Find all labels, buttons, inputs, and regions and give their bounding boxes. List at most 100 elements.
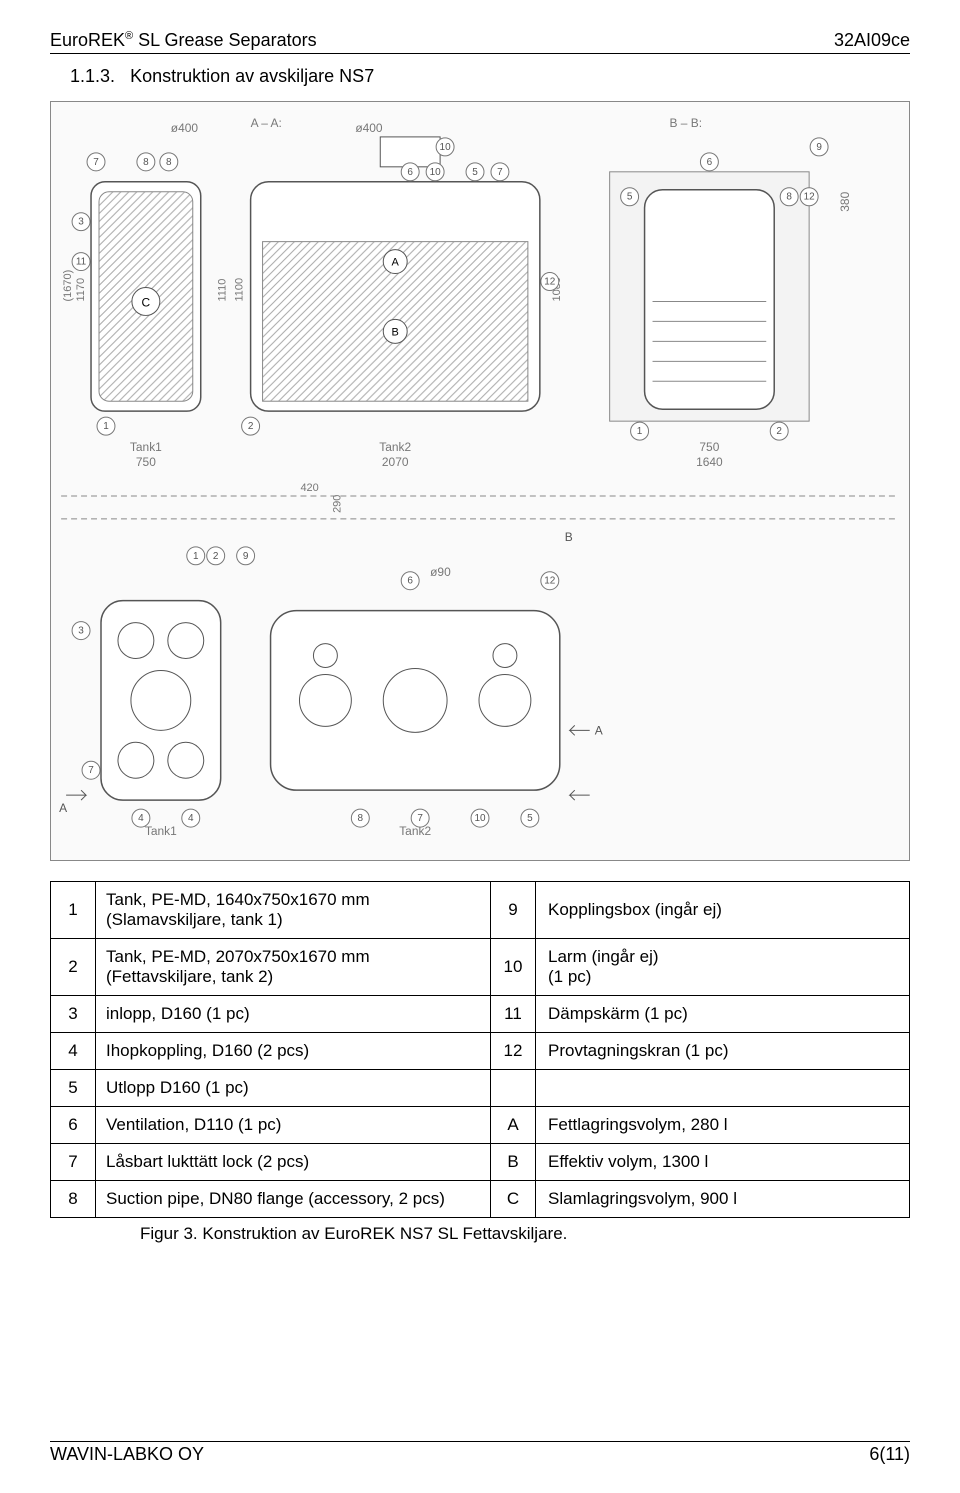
- row-desc-right: [536, 1070, 910, 1107]
- figure-caption: Figur 3. Konstruktion av EuroREK NS7 SL …: [140, 1224, 910, 1244]
- svg-text:1170: 1170: [75, 278, 87, 302]
- header-left: EuroREK® SL Grease Separators: [50, 30, 317, 51]
- row-desc-left: Låsbart lukttätt lock (2 pcs): [96, 1144, 491, 1181]
- svg-text:1: 1: [193, 551, 199, 562]
- svg-text:7: 7: [497, 167, 503, 178]
- parts-table: 1Tank, PE-MD, 1640x750x1670 mm(Slamavski…: [50, 881, 910, 1218]
- svg-text:7: 7: [417, 813, 423, 824]
- table-row: 1Tank, PE-MD, 1640x750x1670 mm(Slamavski…: [51, 882, 910, 939]
- table-row: 7Låsbart lukttätt lock (2 pcs)BEffektiv …: [51, 1144, 910, 1181]
- svg-text:Tank1: Tank1: [130, 440, 162, 454]
- row-desc-left: Suction pipe, DN80 flange (accessory, 2 …: [96, 1181, 491, 1218]
- row-num-left: 1: [51, 882, 96, 939]
- row-num-left: 2: [51, 939, 96, 996]
- svg-text:ø400: ø400: [171, 121, 199, 135]
- technical-drawing: C Tank1 750 A B Tank2 2070 ø400 ø400 A –…: [50, 101, 910, 861]
- page-footer: WAVIN-LABKO OY 6(11): [50, 1441, 910, 1465]
- table-row: 4Ihopkoppling, D160 (2 pcs)12Provtagning…: [51, 1033, 910, 1070]
- svg-text:2: 2: [776, 426, 782, 437]
- svg-text:Tank2: Tank2: [379, 440, 411, 454]
- svg-text:420: 420: [300, 482, 318, 494]
- row-num-left: 5: [51, 1070, 96, 1107]
- row-num-right: A: [491, 1107, 536, 1144]
- row-desc-left: Tank, PE-MD, 2070x750x1670 mm(Fettavskil…: [96, 939, 491, 996]
- row-desc-left: inlopp, D160 (1 pc): [96, 996, 491, 1033]
- row-desc-right: Kopplingsbox (ingår ej): [536, 882, 910, 939]
- table-row: 3inlopp, D160 (1 pc)11Dämpskärm (1 pc): [51, 996, 910, 1033]
- svg-text:1100: 1100: [234, 278, 246, 302]
- row-num-right: 11: [491, 996, 536, 1033]
- row-desc-right: Effektiv volym, 1300 l: [536, 1144, 910, 1181]
- row-num-right: C: [491, 1181, 536, 1218]
- svg-text:1110: 1110: [217, 279, 229, 302]
- svg-text:ø400: ø400: [355, 121, 383, 135]
- row-num-left: 6: [51, 1107, 96, 1144]
- svg-text:11: 11: [76, 257, 87, 268]
- svg-text:3: 3: [78, 626, 84, 637]
- svg-text:B: B: [565, 530, 573, 544]
- drawing-svg: C Tank1 750 A B Tank2 2070 ø400 ø400 A –…: [51, 102, 909, 860]
- row-num-left: 7: [51, 1144, 96, 1181]
- table-row: 5Utlopp D160 (1 pc): [51, 1070, 910, 1107]
- svg-text:7: 7: [88, 765, 94, 776]
- svg-text:12: 12: [544, 277, 556, 288]
- svg-text:750: 750: [136, 455, 156, 469]
- svg-text:A: A: [595, 723, 603, 737]
- svg-text:1: 1: [637, 426, 643, 437]
- svg-text:7: 7: [93, 157, 99, 168]
- section-number: 1.1.3.: [70, 66, 115, 86]
- table-row: 2Tank, PE-MD, 2070x750x1670 mm(Fettavski…: [51, 939, 910, 996]
- svg-text:750: 750: [699, 440, 719, 454]
- table-row: 8Suction pipe, DN80 flange (accessory, 2…: [51, 1181, 910, 1218]
- svg-text:10: 10: [440, 142, 452, 153]
- svg-text:A – A:: A – A:: [251, 116, 282, 130]
- section-heading: Konstruktion av avskiljare NS7: [130, 66, 374, 86]
- svg-text:B – B:: B – B:: [670, 116, 703, 130]
- row-desc-left: Utlopp D160 (1 pc): [96, 1070, 491, 1107]
- row-num-left: 3: [51, 996, 96, 1033]
- svg-text:10: 10: [474, 813, 486, 824]
- svg-text:(1670): (1670): [62, 270, 74, 302]
- svg-text:10: 10: [430, 167, 442, 178]
- svg-text:8: 8: [143, 157, 149, 168]
- svg-text:B: B: [392, 326, 399, 338]
- svg-text:1640: 1640: [696, 455, 723, 469]
- svg-text:5: 5: [472, 167, 478, 178]
- header-left-suffix: SL Grease Separators: [133, 30, 316, 50]
- table-row: 6Ventilation, D110 (1 pc)AFettlagringsvo…: [51, 1107, 910, 1144]
- svg-text:6: 6: [407, 576, 413, 587]
- svg-text:4: 4: [138, 813, 144, 824]
- svg-text:ø90: ø90: [430, 565, 451, 579]
- row-num-right: 10: [491, 939, 536, 996]
- svg-text:5: 5: [527, 813, 533, 824]
- row-desc-right: Provtagningskran (1 pc): [536, 1033, 910, 1070]
- row-num-right: B: [491, 1144, 536, 1181]
- svg-text:6: 6: [407, 167, 413, 178]
- header-right: 32AI09ce: [834, 30, 910, 51]
- row-desc-right: Larm (ingår ej)(1 pc): [536, 939, 910, 996]
- svg-text:2: 2: [213, 551, 219, 562]
- row-desc-right: Dämpskärm (1 pc): [536, 996, 910, 1033]
- svg-text:Tank1: Tank1: [145, 824, 177, 838]
- svg-text:3: 3: [78, 217, 84, 228]
- svg-text:12: 12: [804, 192, 816, 203]
- row-desc-right: Fettlagringsvolym, 280 l: [536, 1107, 910, 1144]
- svg-text:8: 8: [786, 192, 792, 203]
- svg-text:8: 8: [358, 813, 364, 824]
- svg-text:12: 12: [544, 576, 556, 587]
- footer-right: 6(11): [869, 1444, 910, 1465]
- svg-text:8: 8: [166, 157, 172, 168]
- svg-text:5: 5: [627, 192, 633, 203]
- row-num-left: 8: [51, 1181, 96, 1218]
- svg-text:9: 9: [243, 551, 249, 562]
- svg-text:A: A: [392, 257, 400, 269]
- page-header: EuroREK® SL Grease Separators 32AI09ce: [50, 30, 910, 54]
- svg-text:A: A: [59, 801, 67, 815]
- row-desc-right: Slamlagringsvolym, 900 l: [536, 1181, 910, 1218]
- row-desc-left: Ihopkoppling, D160 (2 pcs): [96, 1033, 491, 1070]
- row-desc-left: Ventilation, D110 (1 pc): [96, 1107, 491, 1144]
- svg-text:6: 6: [707, 157, 713, 168]
- svg-text:2: 2: [248, 421, 254, 432]
- svg-text:380: 380: [838, 191, 852, 211]
- row-num-right: 12: [491, 1033, 536, 1070]
